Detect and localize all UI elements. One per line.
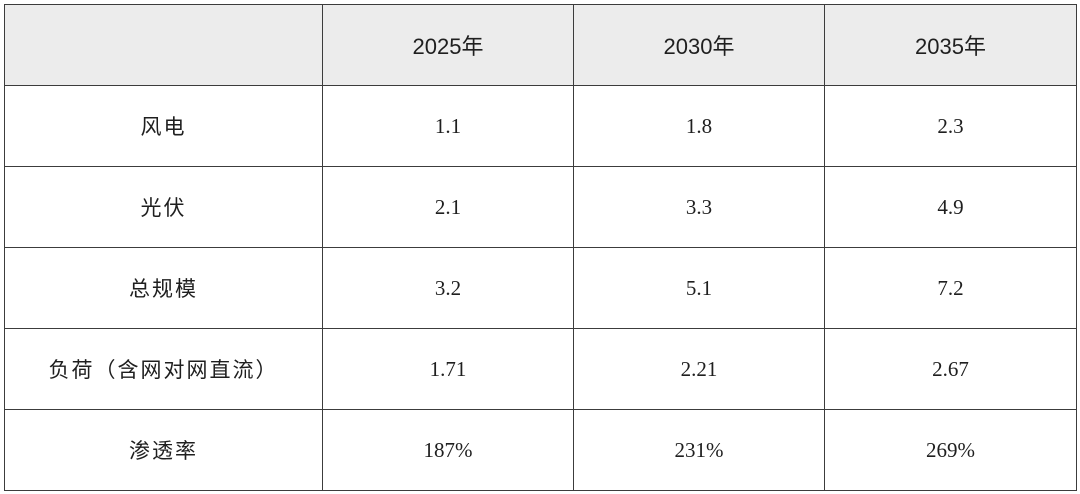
table-cell: 1.8 [573,85,825,167]
header-year-2030: 2030年 [573,4,825,86]
table-row-load: 负荷（含网对网直流） 1.71 2.21 2.67 [4,328,1077,410]
table-cell: 2.1 [322,166,574,248]
header-corner-cell [4,4,323,86]
table-cell: 5.1 [573,247,825,329]
row-label-load: 负荷（含网对网直流） [4,328,323,410]
table-row-wind: 风电 1.1 1.8 2.3 [4,85,1077,167]
table-row-total: 总规模 3.2 5.1 7.2 [4,247,1077,329]
table-cell: 1.71 [322,328,574,410]
table-cell: 2.3 [824,85,1077,167]
row-label-penetration: 渗透率 [4,409,323,491]
table-cell: 2.67 [824,328,1077,410]
table-cell: 1.1 [322,85,574,167]
data-table: 2025年 2030年 2035年 风电 1.1 1.8 2.3 光伏 2.1 … [4,4,1077,491]
table-cell: 3.2 [322,247,574,329]
table-row-solar: 光伏 2.1 3.3 4.9 [4,166,1077,248]
header-year-2025: 2025年 [322,4,574,86]
table-cell: 3.3 [573,166,825,248]
header-year-2035: 2035年 [824,4,1077,86]
header-row: 2025年 2030年 2035年 [4,4,1077,86]
table-row-penetration: 渗透率 187% 231% 269% [4,409,1077,491]
table-cell: 7.2 [824,247,1077,329]
table-cell: 269% [824,409,1077,491]
table-cell: 231% [573,409,825,491]
table-cell: 4.9 [824,166,1077,248]
table-header: 2025年 2030年 2035年 [4,4,1077,86]
table-cell: 187% [322,409,574,491]
table-cell: 2.21 [573,328,825,410]
row-label-wind: 风电 [4,85,323,167]
row-label-solar: 光伏 [4,166,323,248]
table-body: 风电 1.1 1.8 2.3 光伏 2.1 3.3 4.9 总规模 3.2 5.… [4,85,1077,491]
row-label-total: 总规模 [4,247,323,329]
